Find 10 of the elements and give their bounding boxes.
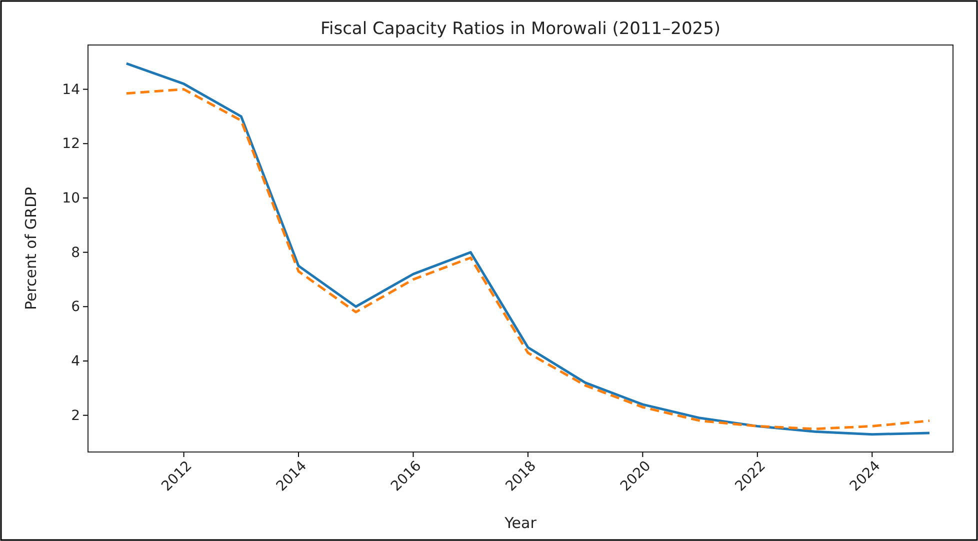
y-tick-label: 12 bbox=[62, 136, 80, 152]
y-tick-label: 2 bbox=[71, 408, 80, 424]
y-tick-label: 6 bbox=[71, 299, 80, 316]
y-tick-label: 8 bbox=[71, 244, 80, 261]
y-tick-label: 14 bbox=[62, 82, 80, 98]
y-tick-label: 10 bbox=[62, 190, 80, 206]
chart-title: Fiscal Capacity Ratios in Morowali (2011–2025) bbox=[320, 19, 721, 39]
x-axis-title: Year bbox=[504, 514, 538, 532]
y-axis-title: Percent of GRDP bbox=[22, 186, 40, 310]
y-tick-label: 4 bbox=[71, 353, 80, 370]
